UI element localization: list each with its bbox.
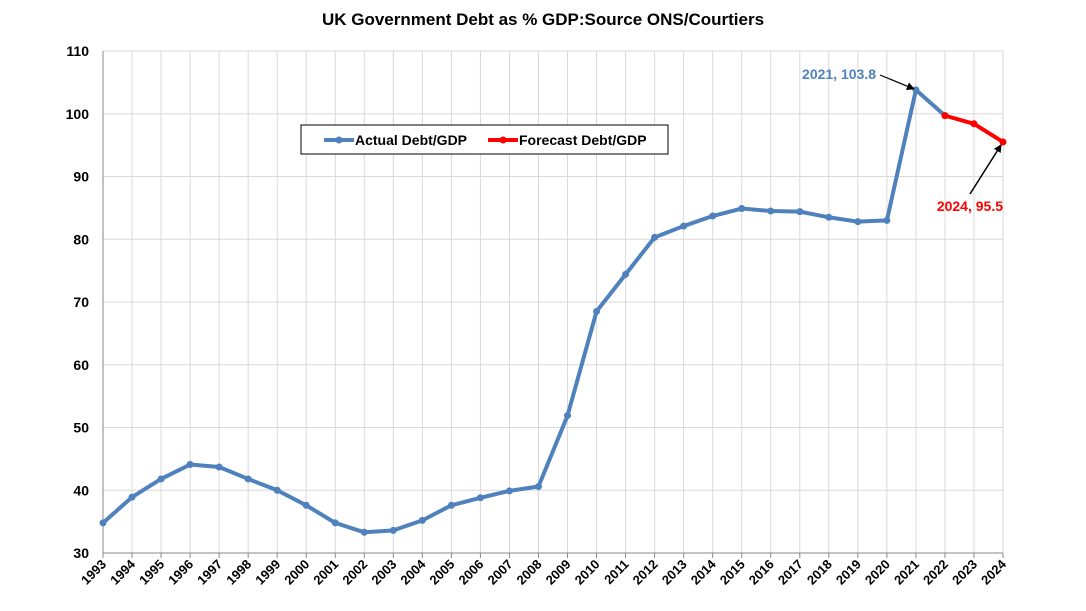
x-tick-label: 1993	[78, 557, 109, 588]
x-tick-label: 2018	[804, 557, 835, 588]
data-point	[825, 213, 833, 221]
x-tick-label: 2005	[426, 557, 457, 588]
data-point	[941, 112, 949, 120]
y-tick-label: 90	[73, 169, 89, 185]
data-point	[273, 486, 281, 494]
x-tick-label: 2001	[310, 557, 341, 588]
data-point	[912, 86, 920, 94]
data-point	[564, 412, 572, 420]
x-tick-label: 2013	[659, 557, 690, 588]
annotation-label: 2024, 95.5	[937, 198, 1003, 214]
data-point	[738, 205, 746, 213]
x-tick-label: 2014	[688, 556, 720, 588]
y-tick-label: 50	[73, 420, 89, 436]
data-point	[680, 222, 688, 230]
legend-label: Forecast Debt/GDP	[519, 132, 647, 148]
data-point	[999, 138, 1007, 146]
x-tick-label: 2002	[339, 557, 370, 588]
x-tick-label: 1994	[107, 556, 139, 588]
x-tick-label: 2023	[949, 557, 980, 588]
data-point	[796, 208, 804, 216]
data-point	[157, 475, 165, 483]
data-point	[767, 207, 775, 215]
y-tick-label: 110	[66, 43, 89, 59]
data-point	[331, 519, 339, 527]
x-tick-label: 2012	[630, 557, 661, 588]
x-tick-label: 2007	[485, 557, 516, 588]
data-point	[389, 526, 397, 534]
data-point	[360, 528, 368, 536]
chart-title: UK Government Debt as % GDP:Source ONS/C…	[321, 10, 765, 29]
data-point	[186, 461, 194, 469]
x-tick-label: 2022	[920, 557, 951, 588]
series	[99, 86, 1007, 536]
x-tick-label: 2006	[455, 557, 486, 588]
data-point	[215, 463, 223, 471]
x-tick-label: 2000	[281, 557, 312, 588]
data-point	[244, 475, 252, 483]
y-tick-label: 80	[73, 231, 89, 247]
data-point	[505, 487, 513, 495]
x-tick-label: 1996	[165, 557, 196, 588]
data-point	[593, 307, 601, 315]
x-tick-label: 2021	[891, 557, 922, 588]
data-point	[476, 494, 484, 502]
legend-marker	[499, 136, 507, 144]
data-point	[447, 501, 455, 509]
data-point	[883, 216, 891, 224]
legend-label: Actual Debt/GDP	[355, 132, 467, 148]
x-tick-label: 1995	[136, 557, 167, 588]
y-tick-label: 100	[66, 106, 90, 122]
data-point	[534, 482, 542, 490]
data-point	[970, 120, 978, 128]
x-tick-label: 1998	[223, 557, 254, 588]
x-tick-label: 2017	[775, 557, 806, 588]
x-tick-label: 2009	[543, 557, 574, 588]
series-line-actual	[101, 87, 947, 535]
legend: Actual Debt/GDP Forecast Debt/GDP	[300, 124, 669, 155]
y-tick-label: 30	[73, 545, 89, 561]
y-tick-label: 60	[73, 357, 89, 373]
x-tick-label: 2019	[833, 557, 864, 588]
x-tick-label: 2003	[368, 557, 399, 588]
data-point	[709, 212, 717, 220]
legend-marker	[335, 136, 343, 144]
data-point	[651, 233, 659, 241]
x-tick-label: 2004	[397, 556, 429, 588]
y-tick-label: 70	[73, 294, 89, 310]
annotations: 2021, 103.8 2024, 95.5	[802, 66, 1003, 214]
x-tick-label: 1997	[194, 557, 225, 588]
x-tick-label: 2010	[572, 557, 603, 588]
x-tick-label: 2024	[978, 556, 1010, 588]
y-tick-label: 40	[73, 482, 89, 498]
x-tick-label: 1999	[252, 557, 283, 588]
x-tick-label: 2020	[862, 557, 893, 588]
data-point	[128, 493, 136, 501]
data-point	[622, 270, 630, 278]
annotation-arrow	[879, 74, 915, 90]
x-tick-label: 2011	[601, 557, 632, 588]
data-point	[99, 519, 107, 527]
data-point	[418, 516, 426, 524]
annotation-label: 2021, 103.8	[802, 66, 876, 82]
x-tick-label: 2008	[514, 557, 545, 588]
data-point	[302, 501, 310, 509]
data-point	[854, 218, 862, 226]
annotation-arrow	[969, 144, 1002, 195]
x-tick-label: 2016	[746, 557, 777, 588]
legend-box	[300, 124, 669, 155]
x-tick-label: 2015	[717, 557, 748, 588]
